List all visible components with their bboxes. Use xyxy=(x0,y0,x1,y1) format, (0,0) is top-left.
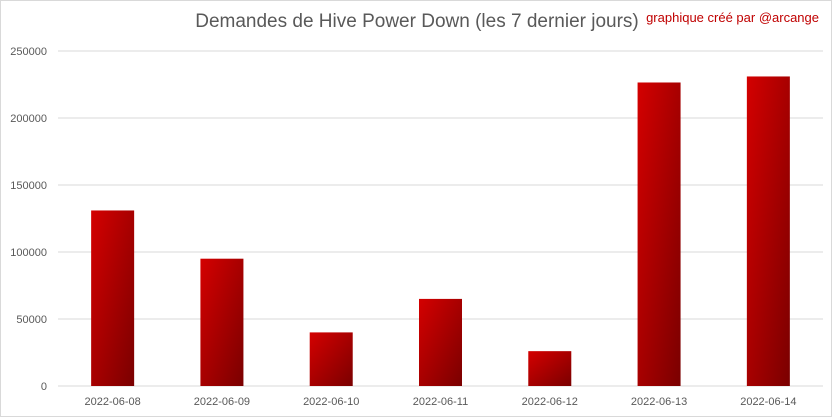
x-tick-label: 2022-06-14 xyxy=(740,396,796,408)
bar-2022-06-10 xyxy=(309,332,353,386)
x-tick-label: 2022-06-08 xyxy=(85,396,141,408)
x-tick-label: 2022-06-10 xyxy=(303,396,359,408)
bar-2022-06-12 xyxy=(528,351,572,386)
bar-2022-06-13 xyxy=(637,82,681,387)
bar-2022-06-09 xyxy=(200,258,244,386)
x-tick-label: 2022-06-09 xyxy=(194,396,250,408)
y-axis-ticks: 0 50000 100000 150000 200000 250000 xyxy=(10,46,47,393)
y-tick-label: 250000 xyxy=(10,46,47,58)
bar-2022-06-08 xyxy=(91,210,135,386)
x-tick-label: 2022-06-12 xyxy=(522,396,578,408)
y-tick-label: 0 xyxy=(41,381,47,393)
bars xyxy=(91,76,790,387)
bar-2022-06-11 xyxy=(419,298,462,386)
y-tick-label: 50000 xyxy=(16,314,47,326)
bar-2022-06-14 xyxy=(746,76,790,387)
y-tick-label: 100000 xyxy=(10,247,47,259)
x-tick-label: 2022-06-13 xyxy=(631,396,687,408)
x-tick-label: 2022-06-11 xyxy=(413,396,468,408)
y-tick-label: 200000 xyxy=(10,113,47,125)
x-axis-ticks: 2022-06-08 2022-06-09 2022-06-10 2022-06-11… xyxy=(85,396,797,408)
y-tick-label: 150000 xyxy=(10,180,47,192)
chart-title: Demandes de Hive Power Down (les 7 derni… xyxy=(195,11,639,32)
chart-credit: graphique créé par @arcange xyxy=(646,10,819,25)
